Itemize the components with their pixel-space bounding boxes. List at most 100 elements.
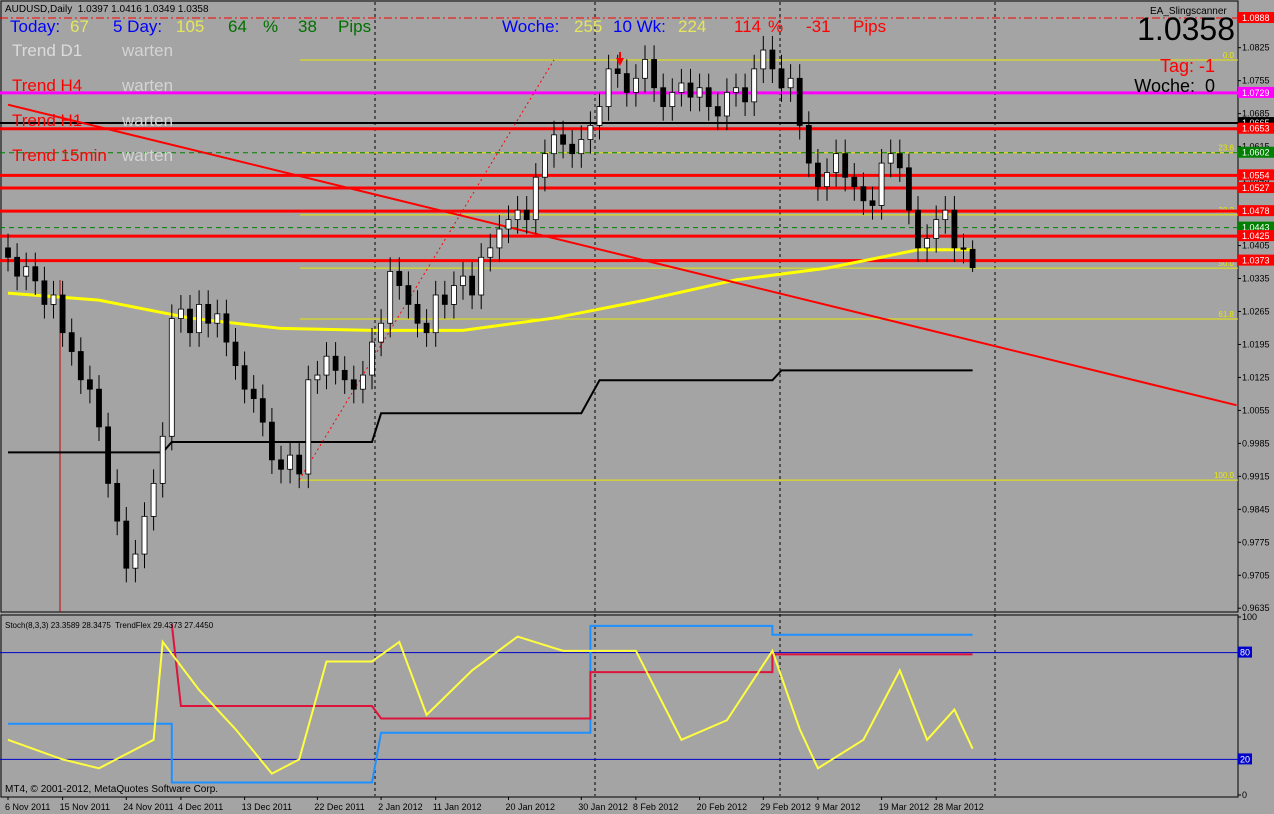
candle-body [223, 313, 230, 343]
y-tick-label: 0 [1242, 790, 1247, 800]
candle-body [405, 285, 412, 305]
ohlc-close: 1.0358 [178, 4, 209, 15]
candle-body [168, 318, 175, 437]
x-tick-label: 9 Mar 2012 [815, 802, 861, 812]
stat-label: 5 Day: [113, 17, 162, 36]
x-tick-label: 4 Dec 2011 [178, 802, 223, 812]
level-label: 1.0602 [1242, 148, 1270, 158]
stat-label: 10 Wk: [613, 17, 666, 36]
candle-body [960, 247, 967, 250]
level-box [1238, 230, 1274, 242]
candle-body [833, 153, 839, 173]
level-box [1238, 221, 1274, 233]
candle-body [860, 186, 867, 202]
level-box [1238, 146, 1274, 158]
candle-body [815, 162, 821, 188]
trend-label: Trend H4 [12, 76, 82, 95]
y-tick-label: 0.9705 [1242, 570, 1270, 580]
x-tick-label: 22 Dec 2011 [314, 802, 364, 812]
stat-value: 38 [298, 17, 317, 36]
candle-body [487, 247, 494, 258]
candle-body [50, 294, 57, 305]
y-tick-label: 1.0825 [1242, 43, 1270, 53]
trend-status: warten [121, 76, 173, 95]
level-box [1238, 646, 1252, 658]
candle-body [268, 421, 275, 461]
level-box [1238, 254, 1274, 266]
stat-unit: Pips [338, 17, 371, 36]
candle-body [633, 77, 639, 93]
candle-body [214, 313, 221, 324]
candle-body [150, 483, 157, 517]
candle-body [532, 176, 539, 221]
candle-body [205, 304, 212, 324]
x-tick-label: 24 Nov 2011 [123, 802, 173, 812]
level-box [1238, 12, 1274, 24]
y-tick-label: 100 [1242, 612, 1257, 622]
candle-body [196, 304, 203, 334]
indicator-line [7, 248, 973, 332]
candle-body [432, 294, 439, 334]
candle-body [824, 172, 830, 188]
level-box [1238, 753, 1252, 765]
y-tick-label: 1.0615 [1242, 142, 1270, 152]
level-label: 1.0373 [1242, 256, 1270, 266]
candle-body [187, 308, 193, 334]
tag: Tag: -1 [1160, 56, 1215, 76]
candle-body [742, 87, 748, 103]
candle-body [23, 266, 30, 277]
candle-body [778, 68, 785, 89]
fib-label: 100.0 [1214, 471, 1235, 480]
indicator-line [8, 624, 973, 784]
level-label: 1.0527 [1242, 183, 1270, 193]
candle-body [123, 520, 130, 569]
stat-value: 67 [70, 17, 89, 36]
x-tick-label: 6 Nov 2011 [5, 802, 50, 812]
stats: Today: 67 5 Day: 105 64 % 38 Pips Woche:… [10, 17, 886, 36]
candle-body [105, 426, 111, 484]
stat-value: 64 [228, 17, 247, 36]
trend-panel: Trend D1 warten Trend H4 warten Trend H1… [12, 41, 173, 165]
candle-body [714, 106, 721, 117]
fib-label: 23.6 [1218, 144, 1234, 153]
fib-label: 50.0 [1218, 259, 1234, 268]
candle-body [696, 87, 703, 98]
x-tick-label: 8 Feb 2012 [633, 802, 679, 812]
ohlc-low: 1.0349 [145, 4, 176, 15]
candle-body [323, 355, 330, 376]
level-label: 1.0653 [1242, 124, 1270, 134]
candle-body [441, 294, 448, 305]
y-tick-label: 1.0055 [1242, 405, 1270, 415]
symbol: AUDUSD,Daily 1.0397 1.0416 1.0349 1.0358 [5, 4, 209, 15]
candle-body [287, 454, 294, 470]
candle-body [177, 308, 184, 319]
candle-body [369, 341, 375, 376]
candle-body [77, 351, 84, 381]
candle-body [305, 379, 312, 475]
candle-body [259, 398, 266, 423]
candle-body [68, 332, 75, 352]
level-box [1238, 205, 1274, 217]
candle-body [469, 275, 476, 296]
indicator-line [7, 635, 974, 775]
separators [374, 2, 996, 796]
candle-body [596, 106, 603, 126]
candle-body [250, 388, 257, 400]
candle-body [59, 294, 66, 334]
y-tick-label: 0.9915 [1242, 471, 1270, 481]
y-tick-label: 1.0195 [1242, 339, 1270, 349]
sub-frame [0, 614, 1239, 798]
y-tick-label: 1.0335 [1242, 274, 1270, 284]
candle-body [387, 271, 394, 324]
candle-body [378, 322, 385, 343]
candle-body [614, 68, 621, 74]
candle-body [751, 68, 758, 103]
candle-body [805, 125, 812, 164]
candle-body [314, 374, 321, 381]
candle-body [359, 374, 366, 390]
y-tick-label: 0.9985 [1242, 438, 1270, 448]
candle-body [587, 125, 594, 140]
candle-body [660, 87, 667, 107]
candle-body [241, 365, 248, 390]
